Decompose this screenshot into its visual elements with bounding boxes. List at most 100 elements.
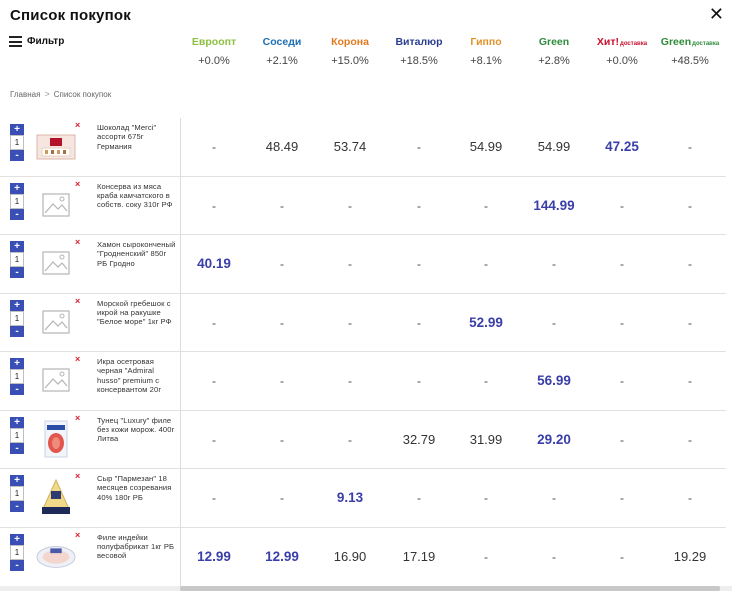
decrease-quantity-button[interactable]: -	[10, 150, 24, 161]
decrease-quantity-button[interactable]: -	[10, 208, 24, 220]
quantity-field[interactable]: 1	[10, 486, 24, 501]
remove-item-icon[interactable]: ×	[75, 178, 81, 189]
remove-item-icon[interactable]: ×	[75, 412, 81, 423]
increase-quantity-button[interactable]: +	[10, 533, 24, 545]
store-column-header[interactable]: Евроопт +0.0%	[179, 36, 249, 67]
quantity-stepper[interactable]: +1-	[10, 299, 24, 337]
quantity-field[interactable]: 1	[10, 427, 24, 443]
price-cell: -	[688, 491, 692, 505]
store-column-header[interactable]: Соседи +2.1%	[247, 36, 317, 67]
increase-quantity-button[interactable]: +	[10, 241, 24, 252]
price-cell: -	[484, 491, 488, 505]
decrease-quantity-button[interactable]: -	[10, 442, 24, 454]
price-cell: -	[348, 257, 352, 271]
product-row: +1- × Икра осетровая черная "Admiral husso…	[0, 352, 726, 411]
product-row: +1- × Сыр "Пармезан" 18 месяцев созревания…	[0, 469, 726, 528]
product-image[interactable]	[36, 419, 76, 459]
increase-quantity-button[interactable]: +	[10, 358, 24, 369]
breadcrumb-home[interactable]: Главная	[10, 89, 41, 99]
store-column-header[interactable]: Корона +15.0%	[315, 36, 385, 67]
price-cell: -	[620, 257, 624, 271]
remove-item-icon[interactable]: ×	[75, 471, 81, 481]
price-cell: 16.90	[333, 548, 367, 564]
remove-item-icon[interactable]: ×	[75, 354, 81, 364]
increase-quantity-button[interactable]: +	[10, 182, 24, 194]
remove-item-icon[interactable]: ×	[75, 295, 81, 306]
increase-quantity-button[interactable]: +	[10, 475, 24, 486]
product-image[interactable]	[36, 477, 76, 517]
filter-button[interactable]: Фильтр	[9, 36, 64, 47]
store-column-header[interactable]: Гиппо +8.1%	[451, 36, 521, 67]
increase-quantity-button[interactable]: +	[10, 416, 24, 428]
price-cell: -	[484, 374, 488, 388]
store-suffix: ДОСТАВКА	[692, 41, 720, 47]
horizontal-scrollbar[interactable]	[0, 586, 732, 591]
quantity-stepper[interactable]: +1-	[10, 416, 24, 454]
decrease-quantity-button[interactable]: -	[10, 384, 24, 395]
image-placeholder-icon[interactable]	[36, 243, 76, 283]
store-price-change: +15.0%	[331, 55, 369, 67]
decrease-quantity-button[interactable]: -	[10, 501, 24, 512]
store-price-change: +2.1%	[266, 55, 298, 67]
product-name[interactable]: Хамон сыроконченый "Гродненский" 850г РБ…	[97, 240, 176, 268]
price-cell: 19.29	[673, 548, 707, 564]
quantity-field[interactable]: 1	[10, 193, 24, 209]
price-cell: -	[212, 140, 216, 154]
price-cell: -	[348, 315, 352, 330]
store-header: Евроопт +0.0% Соседи +2.1% Корона +15.0% Витал…	[0, 36, 732, 70]
product-name[interactable]: Тунец "Luxury" филе без кожи морож. 400г…	[97, 415, 175, 444]
quantity-stepper[interactable]: +1-	[10, 475, 24, 512]
store-suffix: ДОСТАВКА	[620, 41, 648, 47]
price-cell: -	[280, 198, 284, 213]
remove-item-icon[interactable]: ×	[75, 529, 81, 540]
remove-item-icon[interactable]: ×	[75, 120, 81, 130]
price-cell: -	[212, 374, 216, 388]
quantity-stepper[interactable]: +1-	[10, 241, 24, 278]
price-cell: -	[348, 432, 352, 447]
decrease-quantity-button[interactable]: -	[10, 559, 24, 571]
decrease-quantity-button[interactable]: -	[10, 325, 24, 337]
quantity-field[interactable]: 1	[10, 369, 24, 384]
store-column-header[interactable]: Green +2.8%	[519, 36, 589, 67]
store-column-header[interactable]: Виталюр +18.5%	[384, 36, 454, 67]
store-column-header[interactable]: GreenДОСТАВКА +48.5%	[655, 36, 725, 67]
filter-lines-icon	[9, 36, 22, 47]
product-name[interactable]: Филе индейки полуфабрикат 1кг РБ весовой	[97, 532, 175, 561]
product-name[interactable]: Консерва из мяса краба камчатского в соб…	[97, 181, 173, 210]
quantity-field[interactable]: 1	[10, 310, 24, 326]
product-name[interactable]: Шоколад "Merci" ассорти 675г Германия	[97, 123, 157, 151]
product-image[interactable]	[36, 536, 76, 576]
quantity-field[interactable]: 1	[10, 135, 24, 150]
price-cell: -	[348, 198, 352, 213]
increase-quantity-button[interactable]: +	[10, 299, 24, 311]
price-cell: -	[688, 432, 692, 447]
quantity-stepper[interactable]: +1-	[10, 124, 24, 161]
product-image[interactable]	[36, 126, 76, 166]
increase-quantity-button[interactable]: +	[10, 124, 24, 135]
product-name[interactable]: Сыр "Пармезан" 18 месяцев созревания 40%…	[97, 474, 172, 502]
decrease-quantity-button[interactable]: -	[10, 267, 24, 278]
quantity-field[interactable]: 1	[10, 252, 24, 267]
quantity-stepper[interactable]: +1-	[10, 182, 24, 220]
price-cell: -	[417, 257, 421, 271]
image-placeholder-icon[interactable]	[36, 302, 76, 342]
close-icon[interactable]: ✕	[708, 4, 724, 24]
quantity-stepper[interactable]: +1-	[10, 533, 24, 571]
remove-item-icon[interactable]: ×	[75, 237, 81, 247]
price-cell: -	[620, 198, 624, 213]
quantity-stepper[interactable]: +1-	[10, 358, 24, 395]
price-cell: -	[688, 140, 692, 154]
product-row: +1- × Тунец "Luxury" филе без кожи морож. …	[0, 411, 726, 469]
image-placeholder-icon[interactable]	[36, 360, 76, 400]
store-column-header[interactable]: Хит!ДОСТАВКА +0.0%	[587, 36, 657, 67]
product-name[interactable]: Морской гребешок с икрой на ракушке "Бел…	[97, 298, 172, 327]
price-cell: -	[484, 549, 488, 564]
price-cell: 31.99	[469, 431, 503, 447]
image-placeholder-icon[interactable]	[36, 185, 76, 225]
scrollbar-thumb[interactable]	[180, 586, 720, 591]
price-cell: -	[484, 198, 488, 213]
product-name[interactable]: Икра осетровая черная "Admiral husso" pr…	[97, 357, 162, 395]
quantity-field[interactable]: 1	[10, 544, 24, 560]
price-cell: -	[280, 257, 284, 271]
price-cell: -	[620, 374, 624, 388]
